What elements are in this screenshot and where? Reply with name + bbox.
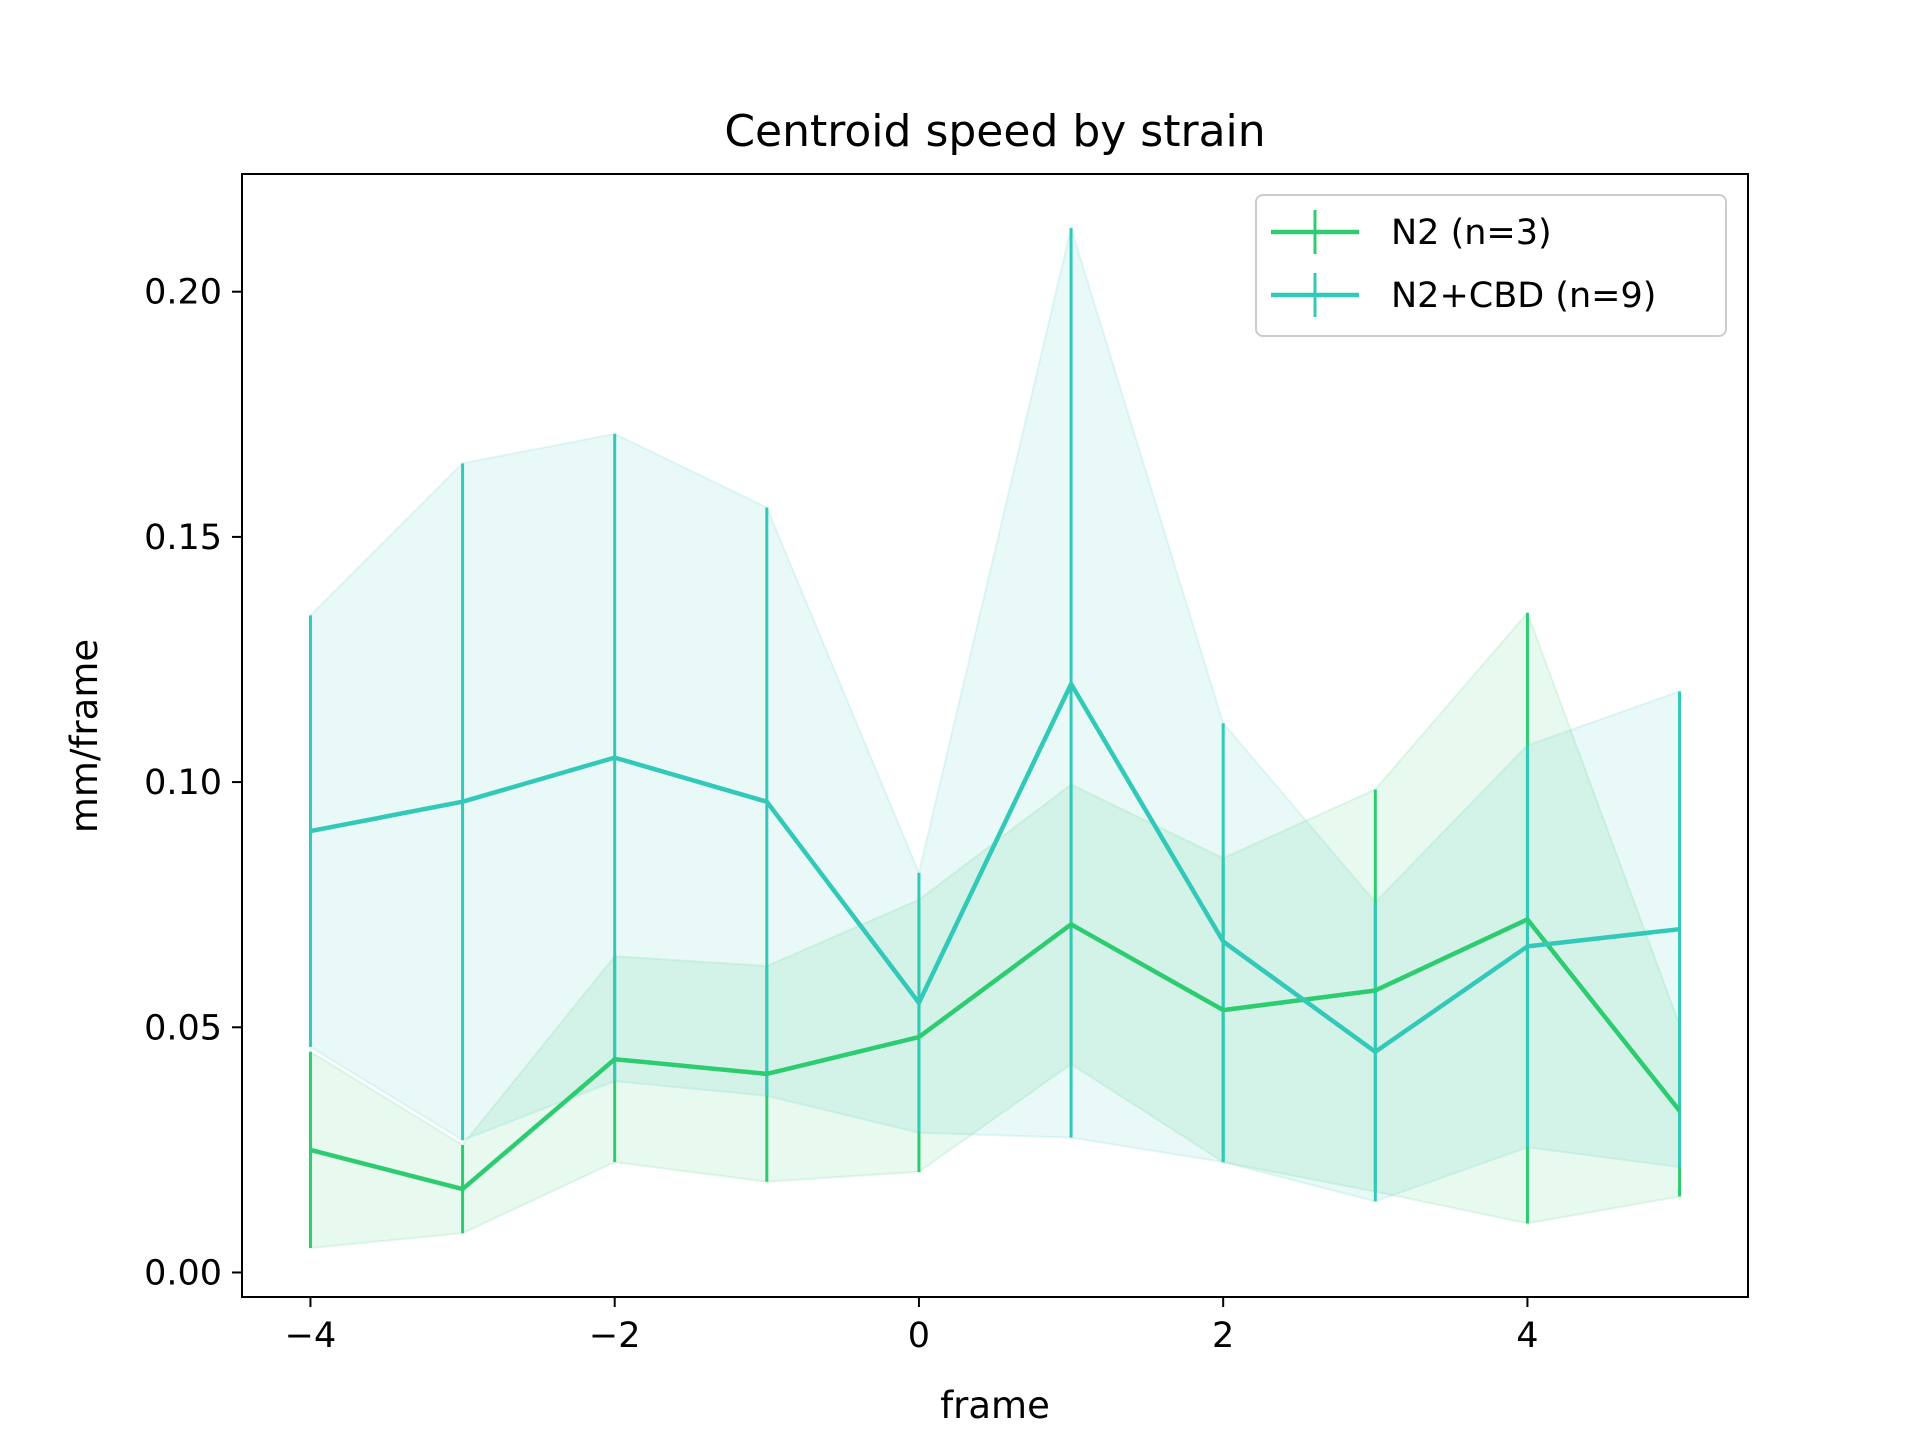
error-bands: [309, 224, 1681, 1250]
legend: N2 (n=3) N2+CBD (n=9): [1255, 194, 1727, 337]
x-tick-label-0: −4: [285, 1316, 337, 1356]
y-axis-label: mm/frame: [63, 639, 106, 833]
x-tick-label-1: −2: [589, 1316, 641, 1356]
legend-label-0: N2 (n=3): [1391, 213, 1552, 253]
x-tick-label-4: 4: [1516, 1316, 1538, 1356]
plot-frame: [241, 173, 1749, 1298]
x-tick-label-2: 0: [908, 1316, 930, 1356]
legend-label-1: N2+CBD (n=9): [1391, 276, 1656, 316]
x-axis-label: frame: [940, 1384, 1050, 1427]
legend-box: [1255, 194, 1727, 337]
chart-title: Centroid speed by strain: [724, 106, 1265, 157]
line-series-0: [309, 917, 1682, 1192]
x-axis: −4 −2 0 2 4: [285, 1297, 1539, 1356]
y-tick-label-0: 0.00: [144, 1253, 222, 1293]
x-tick-label-3: 2: [1212, 1316, 1234, 1356]
series-lines: [309, 681, 1682, 1192]
y-tick-label-2: 0.10: [144, 763, 222, 803]
y-axis: 0.00 0.05 0.10 0.15 0.20: [144, 273, 242, 1293]
y-tick-label-3: 0.15: [144, 518, 222, 558]
y-tick-label-4: 0.20: [144, 273, 222, 313]
band-series-0: [309, 610, 1681, 1250]
line-series-1: [310, 681, 1680, 1055]
y-tick-label-1: 0.05: [144, 1008, 222, 1048]
